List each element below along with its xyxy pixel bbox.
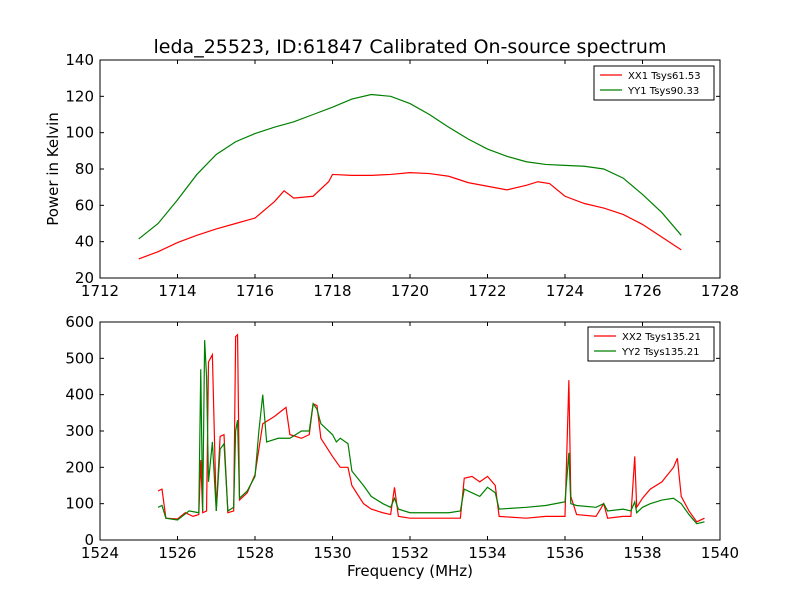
- bottom-panel: 1524 1526 1528 1530 1532 1534 1536 1538 1540 0 100…: [65, 313, 739, 562]
- y-tick-label: 20: [75, 269, 94, 287]
- y-tick-label: 100: [65, 495, 94, 513]
- y-tick-label: 600: [65, 313, 94, 331]
- top-y-axis-label: Power in Kelvin: [44, 112, 62, 226]
- x-tick-label: 1724: [546, 282, 584, 300]
- y-tick-label: 60: [75, 196, 94, 214]
- x-tick-label: 1532: [391, 544, 429, 562]
- bottom-x-axis-label: Frequency (MHz): [347, 562, 473, 580]
- y-tick-label: 0: [84, 531, 94, 549]
- x-tick-label: 1716: [236, 282, 274, 300]
- y-tick-label: 120: [65, 87, 94, 105]
- legend-box: [587, 326, 715, 362]
- x-tick-label: 1726: [623, 282, 661, 300]
- x-tick-label: 1728: [701, 282, 739, 300]
- x-tick-label: 1538: [623, 544, 661, 562]
- y-tick-label: 200: [65, 458, 94, 476]
- x-tick-label: 1524: [81, 544, 119, 562]
- x-tick-label: 1534: [468, 544, 506, 562]
- y-tick-label: 300: [65, 422, 94, 440]
- x-tick-label: 1536: [546, 544, 584, 562]
- legend-label: YY1 Tsys90.33: [627, 86, 699, 97]
- x-tick-label: 1528: [236, 544, 274, 562]
- x-tick-label: 1530: [313, 544, 351, 562]
- y-tick-label: 140: [65, 51, 94, 69]
- x-tick-label: 1540: [701, 544, 739, 562]
- legend-box: [593, 65, 715, 101]
- x-tick-label: 1722: [468, 282, 506, 300]
- series-line-top-1: [138, 93, 682, 240]
- legend-label: YY2 Tsys135.21: [621, 347, 700, 358]
- x-tick-label: 1712: [81, 282, 119, 300]
- series-line-bottom-1: [157, 340, 705, 525]
- y-tick-label: 80: [75, 160, 94, 178]
- chart-title: leda_25523, ID:61847 Calibrated On-sourc…: [154, 36, 667, 58]
- legend-label: XX1 Tsys61.53: [628, 71, 701, 82]
- y-tick-label: 100: [65, 124, 94, 142]
- series-line-top-0: [138, 172, 682, 260]
- top-panel: 1712 1714 1716 1718 1720 1722 1724 1726 1728 20 40…: [65, 51, 739, 300]
- x-tick-label: 1526: [158, 544, 196, 562]
- x-tick-label: 1720: [391, 282, 429, 300]
- x-tick-label: 1714: [158, 282, 196, 300]
- x-tick-label: 1718: [313, 282, 351, 300]
- y-tick-label: 500: [65, 349, 94, 367]
- y-tick-label: 40: [75, 233, 94, 251]
- legend-label: XX2 Tsys135.21: [622, 332, 701, 343]
- y-tick-label: 400: [65, 386, 94, 404]
